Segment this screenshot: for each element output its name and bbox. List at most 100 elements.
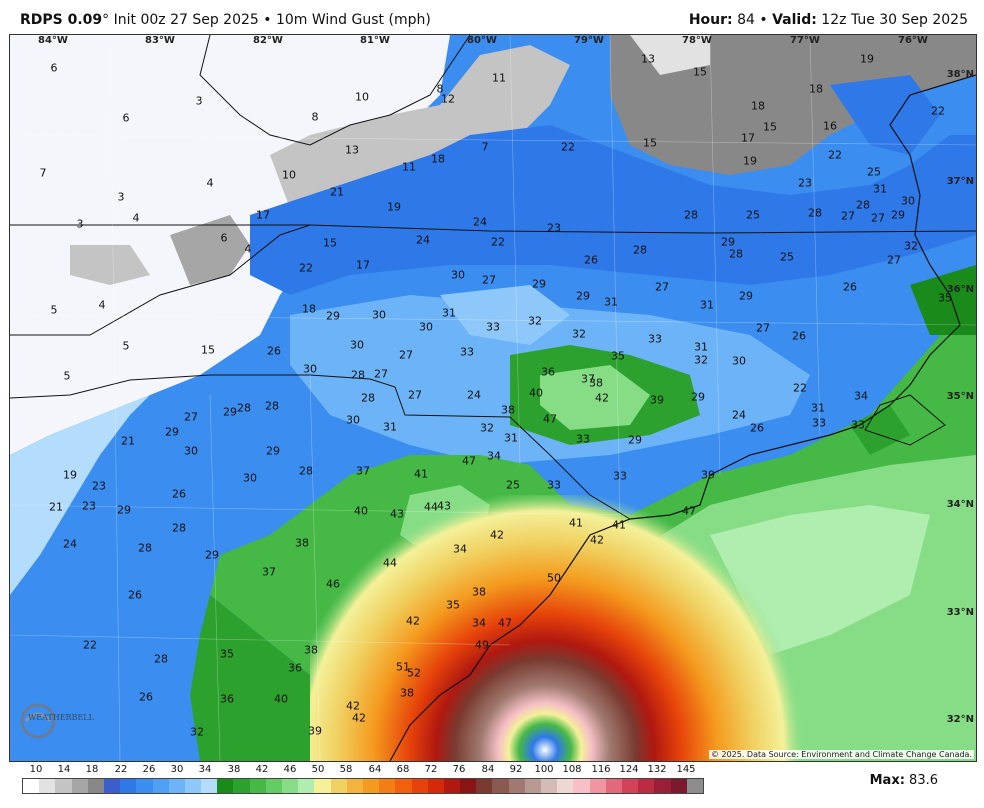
- gust-value: 32: [528, 314, 542, 328]
- forecast-hour: 84: [737, 12, 755, 28]
- gust-value: 47: [498, 616, 512, 630]
- legend-swatch: [136, 779, 153, 793]
- legend-swatch: [621, 779, 639, 793]
- legend-swatch: [654, 779, 671, 793]
- gust-value: 11: [402, 160, 416, 174]
- legend-swatch: [233, 779, 250, 793]
- legend-tick-label: 72: [424, 764, 438, 775]
- gust-value: 17: [356, 258, 370, 272]
- gust-value: 38: [400, 686, 414, 700]
- gust-value: 51: [396, 660, 410, 674]
- gust-value: 38: [295, 536, 309, 550]
- gust-value: 5: [63, 369, 71, 383]
- legend-swatch: [460, 779, 477, 793]
- legend-swatch: [39, 779, 56, 793]
- gust-value: 33: [547, 478, 561, 492]
- gust-value: 26: [172, 487, 186, 501]
- gust-value: 39: [650, 393, 664, 407]
- legend-tick-label: 34: [198, 764, 212, 775]
- gust-value: 22: [828, 148, 842, 162]
- weatherbell-logo: WEATHERBELL: [16, 699, 94, 743]
- lat-label-34n: 34°N: [946, 499, 974, 510]
- gust-value: 30: [372, 308, 386, 322]
- legend-tick-label: 26: [142, 764, 156, 775]
- gust-value: 18: [751, 99, 765, 113]
- gust-value: 23: [92, 479, 106, 493]
- gust-value: 5: [50, 303, 58, 317]
- lon-label-81w: 81°W: [360, 35, 390, 46]
- valid-time: 12z Tue 30 Sep 2025: [821, 12, 968, 28]
- legend-swatch: [638, 779, 655, 793]
- legend-swatch: [395, 779, 412, 793]
- gust-value: 34: [487, 449, 501, 463]
- max-value-readout: Max: 83.6: [870, 773, 938, 788]
- gust-value: 26: [139, 690, 153, 704]
- gust-value: 4: [244, 242, 252, 256]
- gust-value: 18: [431, 152, 445, 166]
- gust-value: 28: [856, 198, 870, 212]
- gust-value: 30: [350, 338, 364, 352]
- legend-swatch: [152, 779, 169, 793]
- gust-value: 19: [743, 154, 757, 168]
- max-label: Max:: [869, 773, 905, 788]
- lat-label-36n: 36°N: [946, 284, 974, 295]
- gust-value: 42: [352, 711, 366, 725]
- gust-value: 38: [501, 403, 515, 417]
- gust-value: 28: [237, 401, 251, 415]
- gust-value: 23: [547, 221, 561, 235]
- lat-label-33n: 33°N: [946, 607, 974, 618]
- gust-value: 7: [39, 166, 47, 180]
- gust-value: 26: [267, 344, 281, 358]
- gust-value: 3: [117, 190, 125, 204]
- legend-swatch: [443, 779, 461, 793]
- gust-value: 41: [569, 516, 583, 530]
- hour-label: Hour:: [688, 12, 733, 28]
- gust-value: 27: [655, 280, 669, 294]
- gust-value: 19: [387, 200, 401, 214]
- gust-value: 15: [323, 236, 337, 250]
- gust-value: 17: [741, 131, 755, 145]
- legend-tick-label: 108: [562, 764, 582, 775]
- gust-value: 47: [462, 454, 476, 468]
- legend-swatch: [330, 779, 347, 793]
- gust-value: 33: [613, 469, 627, 483]
- legend-swatch: [492, 779, 509, 793]
- legend-swatch: [298, 779, 315, 793]
- gust-value: 24: [732, 408, 746, 422]
- gust-value: 22: [561, 140, 575, 154]
- gust-value: 29: [165, 425, 179, 439]
- gust-value: 33: [851, 418, 865, 432]
- map-field: [10, 35, 976, 761]
- legend-tick-label: 64: [368, 764, 382, 775]
- gust-value: 31: [383, 420, 397, 434]
- legend-tick-label: 22: [114, 764, 128, 775]
- gust-value: 34: [472, 616, 486, 630]
- gust-value: 13: [345, 143, 359, 157]
- gust-value: 52: [407, 666, 421, 680]
- lat-label-35n: 35°N: [946, 391, 974, 402]
- gust-value: 4: [98, 298, 106, 312]
- gust-value: 31: [811, 401, 825, 415]
- gust-value: 36: [220, 692, 234, 706]
- legend-tick-label: 145: [676, 764, 696, 775]
- legend-tick-label: 10: [29, 764, 43, 775]
- legend-tick-label: 18: [85, 764, 99, 775]
- gust-value: 23: [82, 499, 96, 513]
- color-legend: 10 14 18 22 26 30 34 38 42 46 50 58 64 68 72 76 84 92 100 1…: [22, 762, 704, 794]
- gust-value: 26: [584, 253, 598, 267]
- gust-value: 25: [746, 208, 760, 222]
- gust-value: 8: [311, 110, 319, 124]
- gust-value: 27: [756, 321, 770, 335]
- gust-value: 31: [700, 298, 714, 312]
- gust-value: 21: [121, 434, 135, 448]
- gust-value: 15: [763, 120, 777, 134]
- gust-value: 28: [265, 399, 279, 413]
- legend-tick-label: 84: [481, 764, 495, 775]
- gust-value: 42: [490, 528, 504, 542]
- gust-value: 27: [184, 410, 198, 424]
- gust-value: 37: [262, 565, 276, 579]
- lon-label-84w: 84°W: [38, 35, 68, 46]
- gust-value: 26: [128, 588, 142, 602]
- gust-value: 27: [871, 211, 885, 225]
- gust-value: 38: [589, 376, 603, 390]
